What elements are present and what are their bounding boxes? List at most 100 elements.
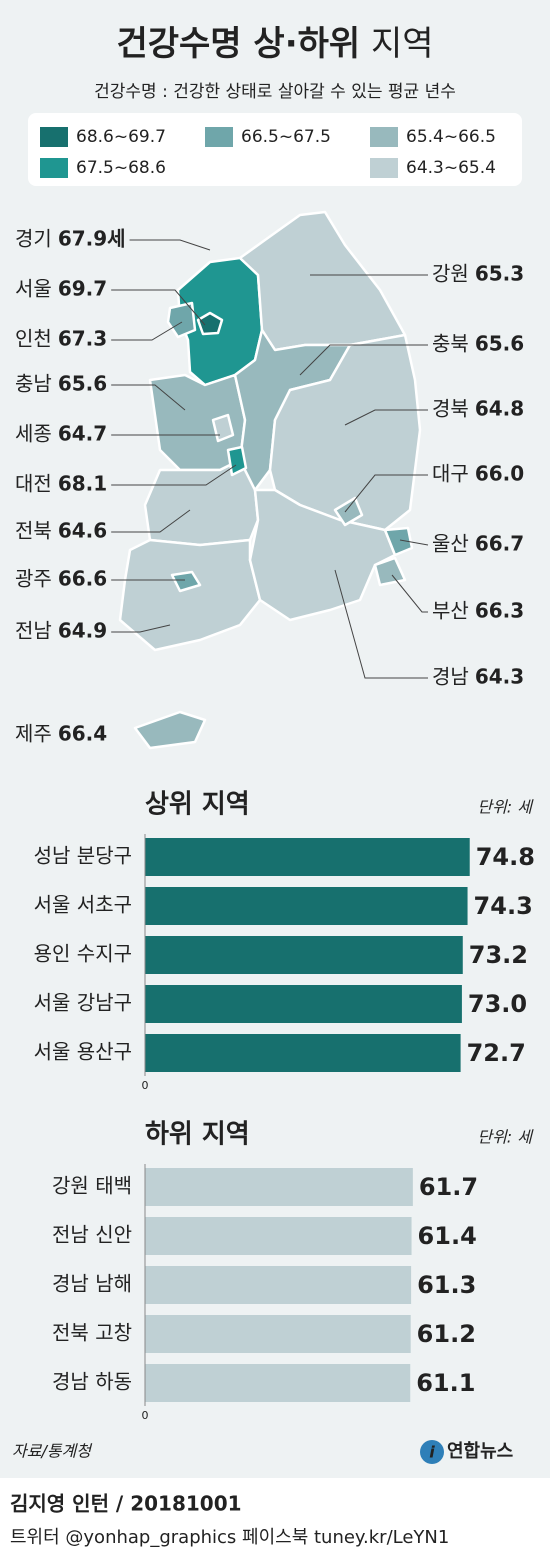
logo-icon-letter: i (429, 1443, 435, 1462)
category-label: 용인 수지구 (34, 942, 132, 966)
region-name: 대구 (432, 462, 469, 486)
unit-label: 단위: 세 (477, 1128, 534, 1147)
leader-line (344, 409, 428, 426)
legend-label: 66.5~67.5 (241, 127, 331, 147)
region-label: 경북 64.8 (432, 397, 524, 421)
legend-swatch (40, 158, 68, 178)
region-name: 경기 (15, 227, 52, 251)
leader-line (334, 569, 428, 679)
value-label: 61.2 (417, 1320, 476, 1348)
value-label: 72.7 (467, 1039, 526, 1067)
region-label: 강원 65.3 (432, 262, 524, 286)
region (143, 458, 260, 547)
region-label: 부산 66.3 (432, 599, 524, 623)
legend-label: 67.5~68.6 (76, 158, 166, 178)
chart-title: 하위 지역 (145, 1120, 250, 1150)
leader-line (111, 509, 191, 533)
bar (145, 1315, 411, 1353)
region (133, 710, 207, 750)
region-value: 64.8 (475, 397, 524, 421)
logo-icon (420, 1440, 444, 1464)
value-label: 61.4 (418, 1222, 477, 1250)
x-tick-label: 0 (142, 1409, 149, 1422)
region-value: 66.6 (58, 567, 107, 591)
region-name: 전북 (15, 519, 52, 543)
region-value: 66.7 (475, 532, 524, 556)
title-suffix: 지역 (371, 24, 434, 64)
title-main: 건강수명 상·하위 (116, 24, 360, 64)
credit: 김지영 인턴 / 20181001 (10, 1492, 242, 1516)
region-name: 강원 (432, 262, 469, 286)
region-name: 경남 (432, 665, 469, 689)
region-label: 울산 66.7 (432, 532, 524, 556)
region-value: 64.7 (58, 422, 107, 446)
region (226, 445, 248, 477)
region-name: 서울 (15, 277, 52, 301)
region-label: 전북 64.6 (15, 519, 107, 543)
region-label: 광주 66.6 (15, 567, 107, 591)
region-value: 68.1 (58, 472, 107, 496)
bar (145, 1364, 411, 1402)
leader-line (111, 289, 206, 326)
leader-line (299, 344, 428, 376)
region-name: 인천 (15, 327, 52, 351)
leader-line (399, 539, 429, 546)
value-label: 73.2 (469, 941, 528, 969)
region-label: 충북 65.6 (432, 332, 524, 356)
category-label: 서울 서초구 (34, 893, 132, 917)
region-value: 66.3 (475, 599, 524, 623)
leader-line (111, 624, 171, 633)
region (248, 488, 397, 622)
region-label: 제주 66.4 (15, 722, 107, 746)
region-value: 66.4 (58, 722, 107, 746)
region (170, 570, 202, 593)
chart-title: 상위 지역 (145, 790, 250, 820)
region-name: 광주 (15, 567, 52, 591)
value-label: 61.7 (419, 1173, 478, 1201)
category-label: 서울 강남구 (34, 991, 132, 1015)
x-tick-label: 0 (142, 1079, 149, 1092)
region (196, 311, 224, 336)
bar (145, 1168, 413, 1206)
region-label: 서울 69.7 (15, 277, 107, 301)
region-value: 64.9 (58, 619, 107, 643)
region-value: 64.3 (475, 665, 524, 689)
region (118, 538, 262, 652)
category-label: 강원 태백 (52, 1174, 132, 1198)
region-value: 66.0 (475, 462, 524, 486)
region-label: 대구 66.0 (432, 462, 524, 486)
leader-line (344, 474, 428, 513)
legend-label: 65.4~66.5 (406, 127, 496, 147)
region (166, 301, 197, 339)
region-label: 인천 67.3 (15, 327, 107, 351)
leader-line (391, 574, 428, 613)
region-name: 울산 (432, 532, 469, 556)
region-name: 대전 (15, 472, 52, 496)
category-label: 경남 하동 (52, 1370, 132, 1394)
region-name: 제주 (15, 722, 52, 746)
value-label: 74.8 (476, 843, 535, 871)
bar (145, 936, 463, 974)
unit-label: 단위: 세 (477, 798, 534, 817)
region-value: 67.3 (58, 327, 107, 351)
leader-line (111, 384, 186, 411)
bar (145, 1217, 412, 1255)
region-name: 부산 (432, 599, 469, 623)
region-label: 경기 67.9세 (15, 227, 126, 251)
region-name: 충북 (432, 332, 469, 356)
region-label: 경남 64.3 (432, 665, 524, 689)
legend-swatch (370, 127, 398, 147)
category-label: 경남 남해 (52, 1272, 132, 1296)
region-label: 대전 68.1 (15, 472, 107, 496)
legend-box (28, 113, 522, 186)
region-value: 65.3 (475, 262, 524, 286)
bar (145, 887, 468, 925)
region-value: 69.7 (58, 277, 107, 301)
region-label: 전남 64.9 (15, 619, 107, 643)
value-label: 61.1 (416, 1369, 475, 1397)
subtitle: 건강수명 : 건강한 상태로 살아갈 수 있는 평균 년수 (94, 82, 456, 102)
leader-line (111, 464, 237, 486)
category-label: 서울 용산구 (34, 1040, 132, 1064)
region (333, 496, 364, 527)
